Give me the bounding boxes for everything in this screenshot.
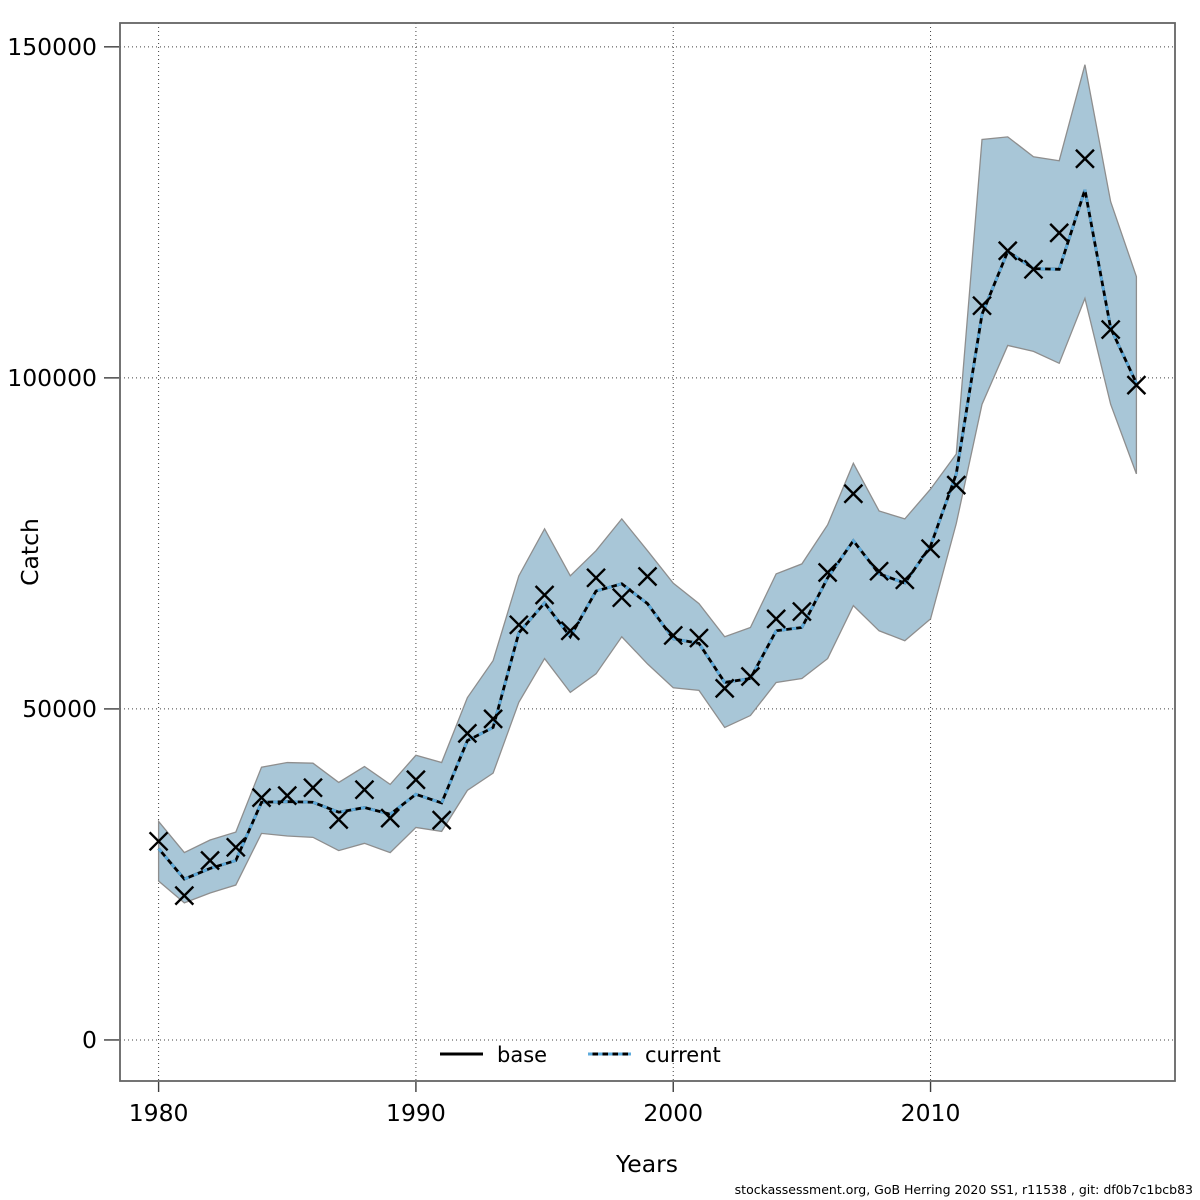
catch-marker [200, 850, 220, 871]
catch-marker [997, 240, 1018, 261]
y-axis-title: Catch [16, 518, 44, 586]
legend-base-label: base [497, 1043, 547, 1067]
catch-marker [611, 587, 632, 608]
footer-attribution: stockassessment.org, GoB Herring 2020 SS… [735, 1182, 1193, 1197]
legend-current-label: current [645, 1043, 721, 1067]
catch-marker [277, 785, 298, 806]
catch-marker [972, 295, 992, 316]
catch-marker [483, 708, 503, 729]
catch-marker [406, 769, 426, 790]
catch-marker [792, 601, 812, 622]
catch-marker [894, 569, 915, 590]
catch-marker [1049, 223, 1070, 243]
x-axis-title: Years [615, 1150, 678, 1178]
catch-marker [508, 614, 529, 635]
catch-marker [148, 831, 169, 852]
y-tick-label: 100000 [7, 364, 97, 392]
catch-marker [714, 678, 735, 699]
catch-marker [586, 567, 606, 588]
catch-marker [431, 810, 452, 830]
catch-marker [174, 885, 195, 906]
catch-marker [766, 609, 787, 629]
catch-marker [689, 628, 709, 648]
catch-marker [843, 483, 864, 504]
catch-marker [1126, 375, 1147, 396]
catch-marker [740, 666, 761, 687]
y-tick-label: 50000 [22, 695, 97, 723]
confidence-band [157, 64, 1138, 904]
catch-marker [534, 585, 555, 605]
y-tick-label: 150000 [7, 33, 97, 61]
catch-marker [920, 538, 941, 559]
catch-marker [1100, 319, 1121, 340]
legend: base current [440, 1043, 721, 1067]
catch-marker [225, 837, 246, 858]
catch-marker [869, 561, 889, 582]
catch-marker [817, 562, 838, 583]
plot-area: 0 50000 100000 150000 1980 1990 2000 2010 [7, 22, 1176, 1127]
current-line [157, 189, 1138, 881]
catch-marker [251, 787, 272, 808]
catch-marker [303, 777, 323, 798]
catch-marker [663, 625, 684, 646]
catch-marker [457, 723, 478, 744]
catch-marker [637, 566, 658, 587]
y-tick-label: 0 [82, 1026, 97, 1054]
catch-marker [328, 809, 349, 830]
catch-marker [560, 620, 581, 641]
x-tick-label: 1980 [129, 1099, 189, 1127]
x-tick-label: 2010 [901, 1099, 961, 1127]
plot-border [119, 22, 1176, 1082]
x-tick-label: 1990 [386, 1099, 446, 1127]
catch-marker [1075, 148, 1095, 169]
catch-marker [354, 779, 375, 800]
catch-marker [1023, 259, 1044, 280]
catch-marker [946, 475, 967, 495]
catch-marker [380, 808, 401, 829]
x-tick-label: 2000 [643, 1099, 703, 1127]
